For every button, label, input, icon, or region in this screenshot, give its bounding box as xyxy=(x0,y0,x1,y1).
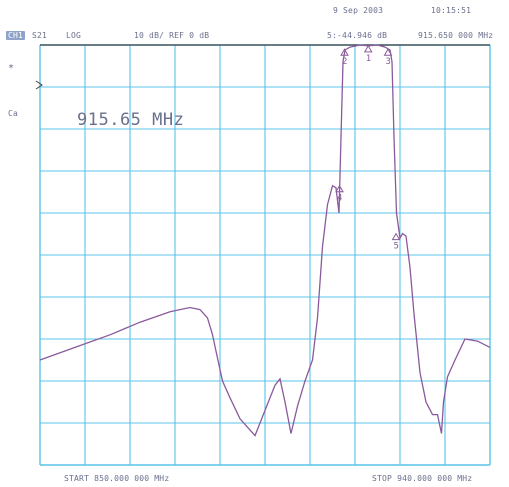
star-indicator: * xyxy=(8,63,15,74)
graticule xyxy=(39,44,491,466)
marker-triangle-icon xyxy=(363,44,373,53)
marker-1: 1 xyxy=(363,44,373,64)
calibration-indicator: Ca xyxy=(8,109,19,118)
marker-label: 3 xyxy=(386,57,391,67)
trace-s21 xyxy=(39,44,491,437)
stop-frequency: STOP 940.000 000 MHz xyxy=(372,474,473,483)
marker-triangle-icon xyxy=(391,232,401,241)
marker-frequency-readout: 915.650 000 MHz xyxy=(418,31,494,40)
header-time: 10:15:51 xyxy=(431,6,472,15)
header-date: 9 Sep 2003 xyxy=(333,6,384,15)
marker-frequency-annotation: 915.65 MHz xyxy=(77,110,184,130)
marker-label: 2 xyxy=(342,57,347,67)
marker-label: 5 xyxy=(394,242,399,252)
scale-label: 10 dB/ REF 0 dB xyxy=(134,31,210,40)
markers: 12 345 xyxy=(335,44,401,252)
marker-5: 5 xyxy=(391,232,401,252)
start-frequency: START 850.000 000 MHz xyxy=(64,474,170,483)
marker-label: 1 xyxy=(366,54,371,64)
format-label: LOG xyxy=(66,31,82,40)
channel-badge: CH1 xyxy=(6,31,26,40)
reference-arrow-icon xyxy=(35,80,43,90)
param-label: S21 xyxy=(32,31,48,40)
marker-value-readout: 5:-44.946 dB xyxy=(327,31,388,40)
